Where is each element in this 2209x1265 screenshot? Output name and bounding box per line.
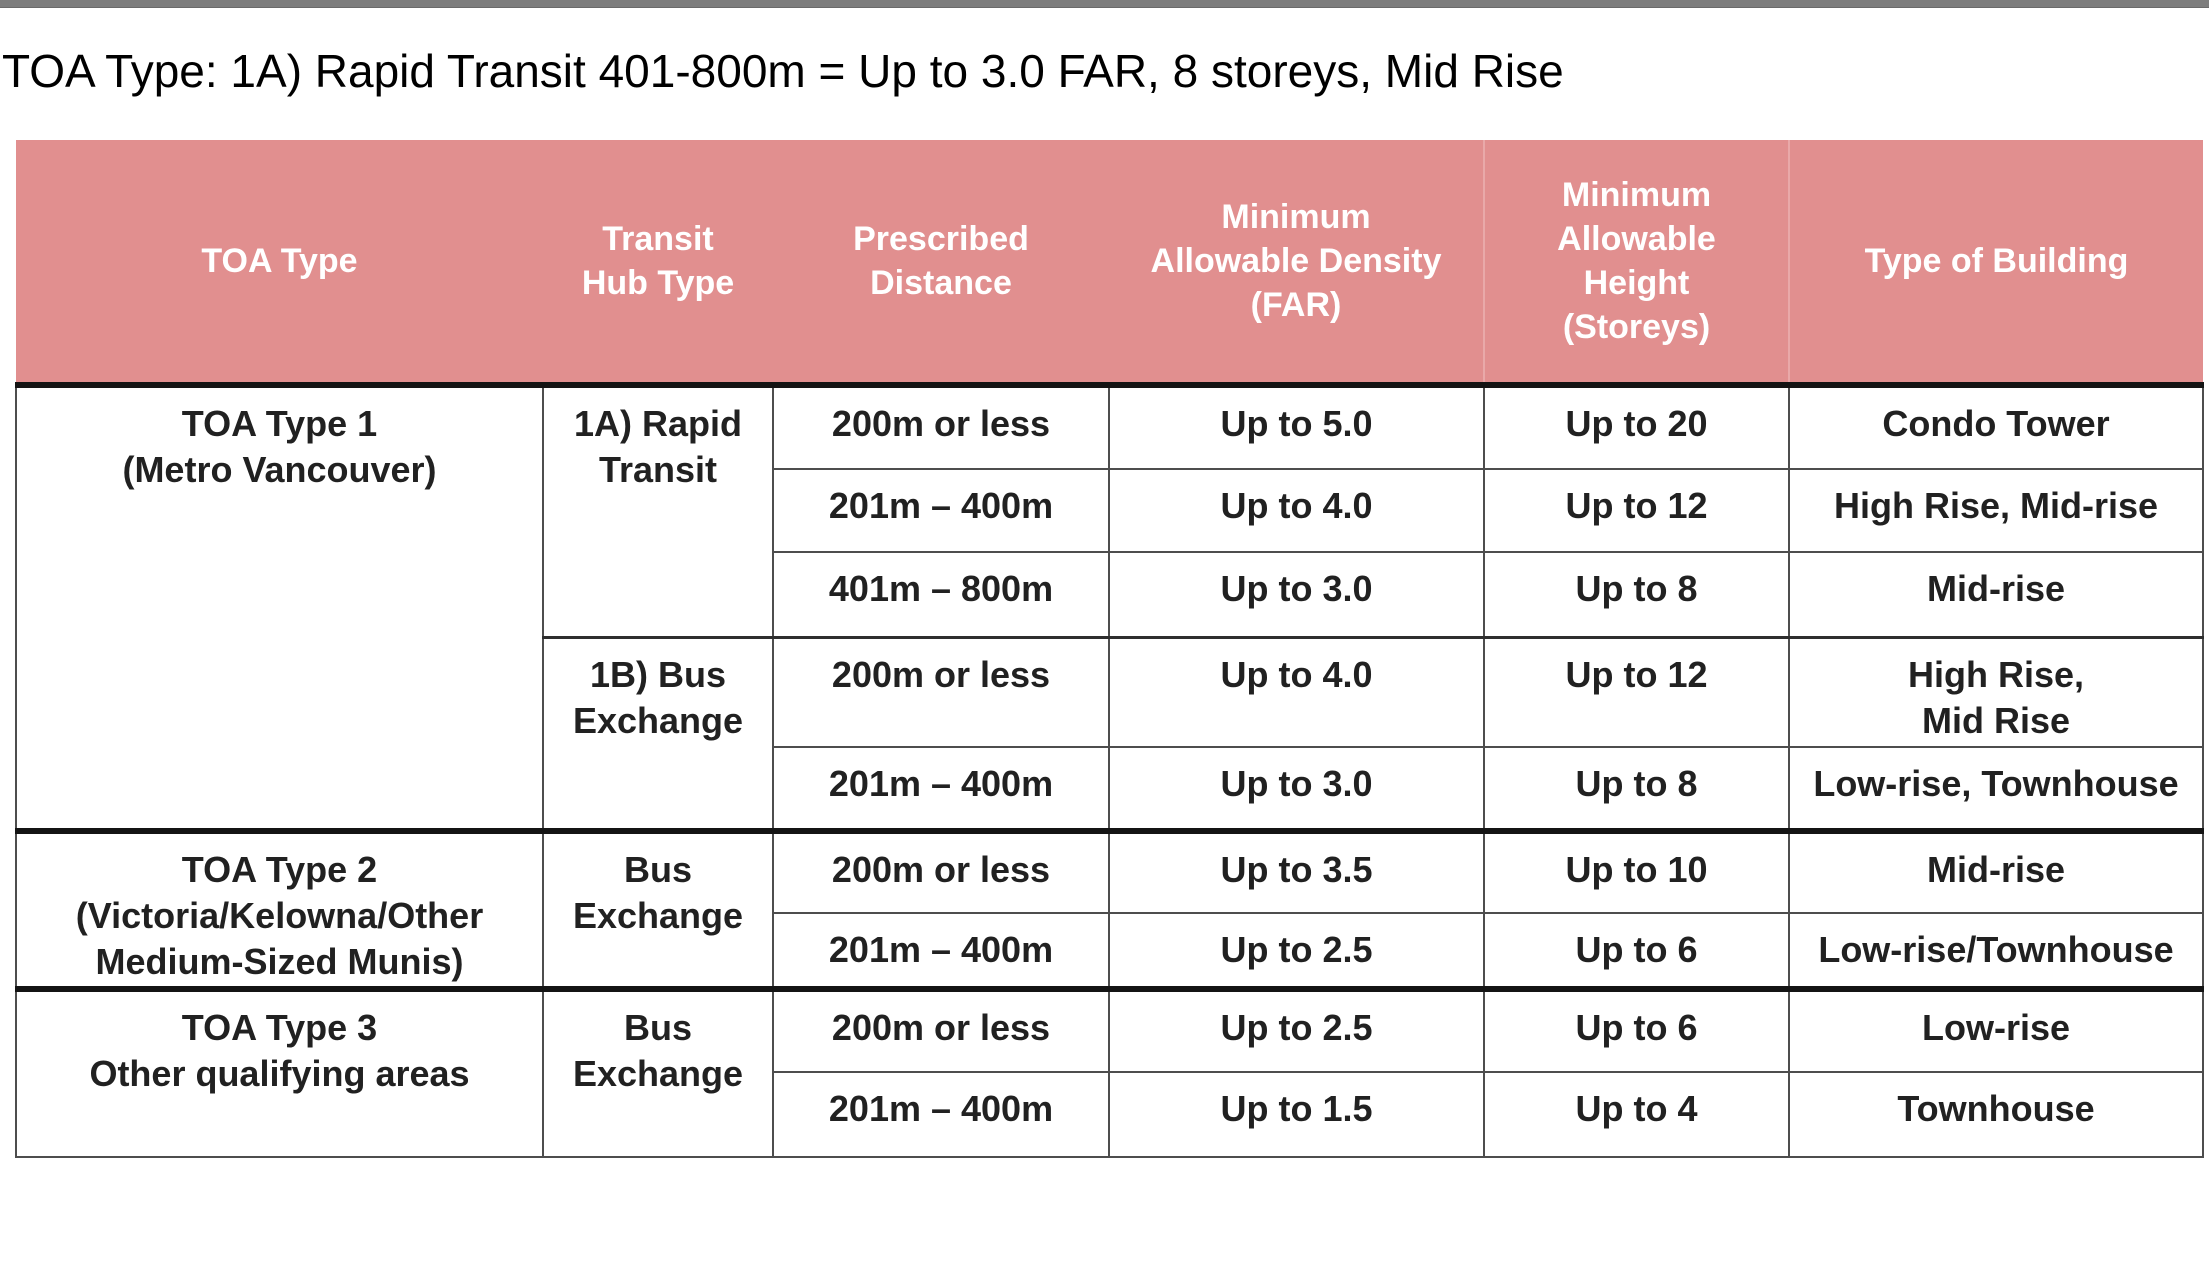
- far-cell: Up to 2.5: [1108, 912, 1485, 990]
- table-row: 201m – 400m Up to 2.5 Up to 6 Low-rise/T…: [16, 912, 2204, 990]
- building-cell: Townhouse: [1788, 1071, 2204, 1158]
- distance-cell: 200m or less: [772, 986, 1110, 1073]
- window-top-strip: [0, 0, 2209, 8]
- group-cell-toa-type-2: TOA Type 2 (Victoria/Kelowna/Other Mediu…: [15, 828, 544, 990]
- table-row: 401m – 800m Up to 3.0 Up to 8 Mid-rise: [16, 551, 2204, 638]
- building-cell: Low-rise: [1788, 986, 2204, 1073]
- far-cell: Up to 2.5: [1108, 986, 1485, 1073]
- building-cell: Mid-rise: [1788, 828, 2204, 914]
- far-cell: Up to 4.0: [1108, 635, 1485, 748]
- building-cell: High Rise, Mid Rise: [1788, 635, 2204, 748]
- height-cell: Up to 6: [1483, 986, 1790, 1073]
- far-cell: Up to 1.5: [1108, 1071, 1485, 1158]
- distance-cell: 200m or less: [772, 384, 1110, 470]
- height-cell: Up to 20: [1483, 384, 1790, 470]
- header-transit-hub-type: Transit Hub Type: [543, 140, 773, 388]
- building-cell: Mid-rise: [1788, 551, 2204, 638]
- distance-cell: 200m or less: [772, 828, 1110, 914]
- distance-cell: 200m or less: [772, 635, 1110, 748]
- far-cell: Up to 3.5: [1108, 828, 1485, 914]
- table-row: 201m – 400m Up to 1.5 Up to 4 Townhouse: [16, 1071, 2204, 1158]
- header-prescribed-distance: Prescribed Distance: [773, 140, 1109, 388]
- hub-cell-rapid-transit-1a: 1A) Rapid Transit: [542, 384, 774, 638]
- page-title: TOA Type: 1A) Rapid Transit 401-800m = U…: [2, 45, 1564, 97]
- header-type-of-building: Type of Building: [1788, 140, 2203, 388]
- distance-cell: 401m – 800m: [772, 551, 1110, 638]
- building-cell: High Rise, Mid-rise: [1788, 468, 2204, 553]
- height-cell: Up to 8: [1483, 551, 1790, 638]
- header-row: TOA Type Transit Hub Type Prescribed Dis…: [16, 140, 2203, 388]
- far-cell: Up to 3.0: [1108, 551, 1485, 638]
- height-cell: Up to 12: [1483, 468, 1790, 553]
- height-cell: Up to 12: [1483, 635, 1790, 748]
- distance-cell: 201m – 400m: [772, 468, 1110, 553]
- header-toa-type: TOA Type: [16, 140, 543, 388]
- header-min-allowable-density: Minimum Allowable Density (FAR): [1109, 140, 1484, 388]
- table-row: 201m – 400m Up to 4.0 Up to 12 High Rise…: [16, 468, 2204, 553]
- table-header: TOA Type Transit Hub Type Prescribed Dis…: [16, 140, 2203, 388]
- height-cell: Up to 10: [1483, 828, 1790, 914]
- building-cell: Low-rise/Townhouse: [1788, 912, 2204, 990]
- toa-requirements-table: TOA Type Transit Hub Type Prescribed Dis…: [15, 140, 2204, 1158]
- table-row: TOA Type 2 (Victoria/Kelowna/Other Mediu…: [15, 828, 2204, 990]
- far-cell: Up to 4.0: [1108, 468, 1485, 553]
- height-cell: Up to 6: [1483, 912, 1790, 990]
- group-cell-toa-type-1: TOA Type 1 (Metro Vancouver): [15, 384, 544, 832]
- hub-cell-bus-exchange-1b: 1B) Bus Exchange: [542, 635, 774, 832]
- hub-cell-bus-exchange-3: Bus Exchange: [542, 986, 774, 1158]
- far-cell: Up to 5.0: [1108, 384, 1485, 470]
- distance-cell: 201m – 400m: [772, 912, 1110, 990]
- hub-cell-bus-exchange-2: Bus Exchange: [542, 828, 774, 990]
- far-cell: Up to 3.0: [1108, 746, 1485, 832]
- table-row: TOA Type 1 (Metro Vancouver) 1A) Rapid T…: [15, 384, 2204, 832]
- building-cell: Condo Tower: [1788, 384, 2204, 470]
- table-row: 1B) Bus Exchange 200m or less Up to 4.0 …: [16, 635, 2204, 832]
- table-body: TOA Type 1 (Metro Vancouver) 1A) Rapid T…: [15, 384, 2204, 1158]
- distance-cell: 201m – 400m: [772, 746, 1110, 832]
- height-cell: Up to 4: [1483, 1071, 1790, 1158]
- header-min-allowable-height: Minimum Allowable Height (Storeys): [1483, 140, 1789, 388]
- table-row: 201m – 400m Up to 3.0 Up to 8 Low-rise, …: [16, 746, 2204, 832]
- distance-cell: 201m – 400m: [772, 1071, 1110, 1158]
- building-cell: Low-rise, Townhouse: [1788, 746, 2204, 832]
- group-cell-toa-type-3: TOA Type 3 Other qualifying areas: [15, 986, 544, 1158]
- table-row: TOA Type 3 Other qualifying areas Bus Ex…: [15, 986, 2204, 1158]
- height-cell: Up to 8: [1483, 746, 1790, 832]
